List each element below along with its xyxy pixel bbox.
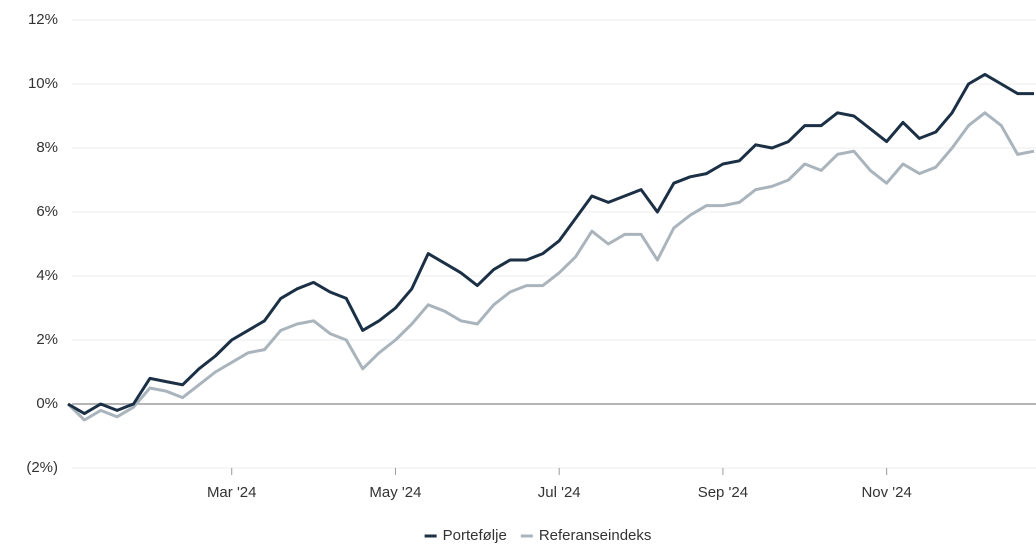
x-tick-label: Jul '24 — [538, 484, 581, 501]
y-tick-label: 0% — [36, 395, 58, 412]
y-tick-label: 6% — [36, 203, 58, 220]
x-tick-label: Mar '24 — [207, 484, 257, 501]
y-tick-label: 12% — [28, 11, 58, 28]
series-line — [67, 72, 1034, 416]
legend-label: Referanseindeks — [539, 527, 652, 544]
y-tick-label: 2% — [36, 331, 58, 348]
y-tick-label: 10% — [28, 75, 58, 92]
x-tick-label: May '24 — [369, 484, 421, 501]
y-tick-label: 4% — [36, 267, 58, 284]
legend-label: Portefølje — [443, 527, 507, 544]
x-tick-label: Nov '24 — [861, 484, 911, 501]
x-tick-label: Sep '24 — [698, 484, 748, 501]
y-tick-label: 8% — [36, 139, 58, 156]
y-tick-label: (2%) — [26, 459, 58, 476]
series-line — [66, 111, 1035, 422]
